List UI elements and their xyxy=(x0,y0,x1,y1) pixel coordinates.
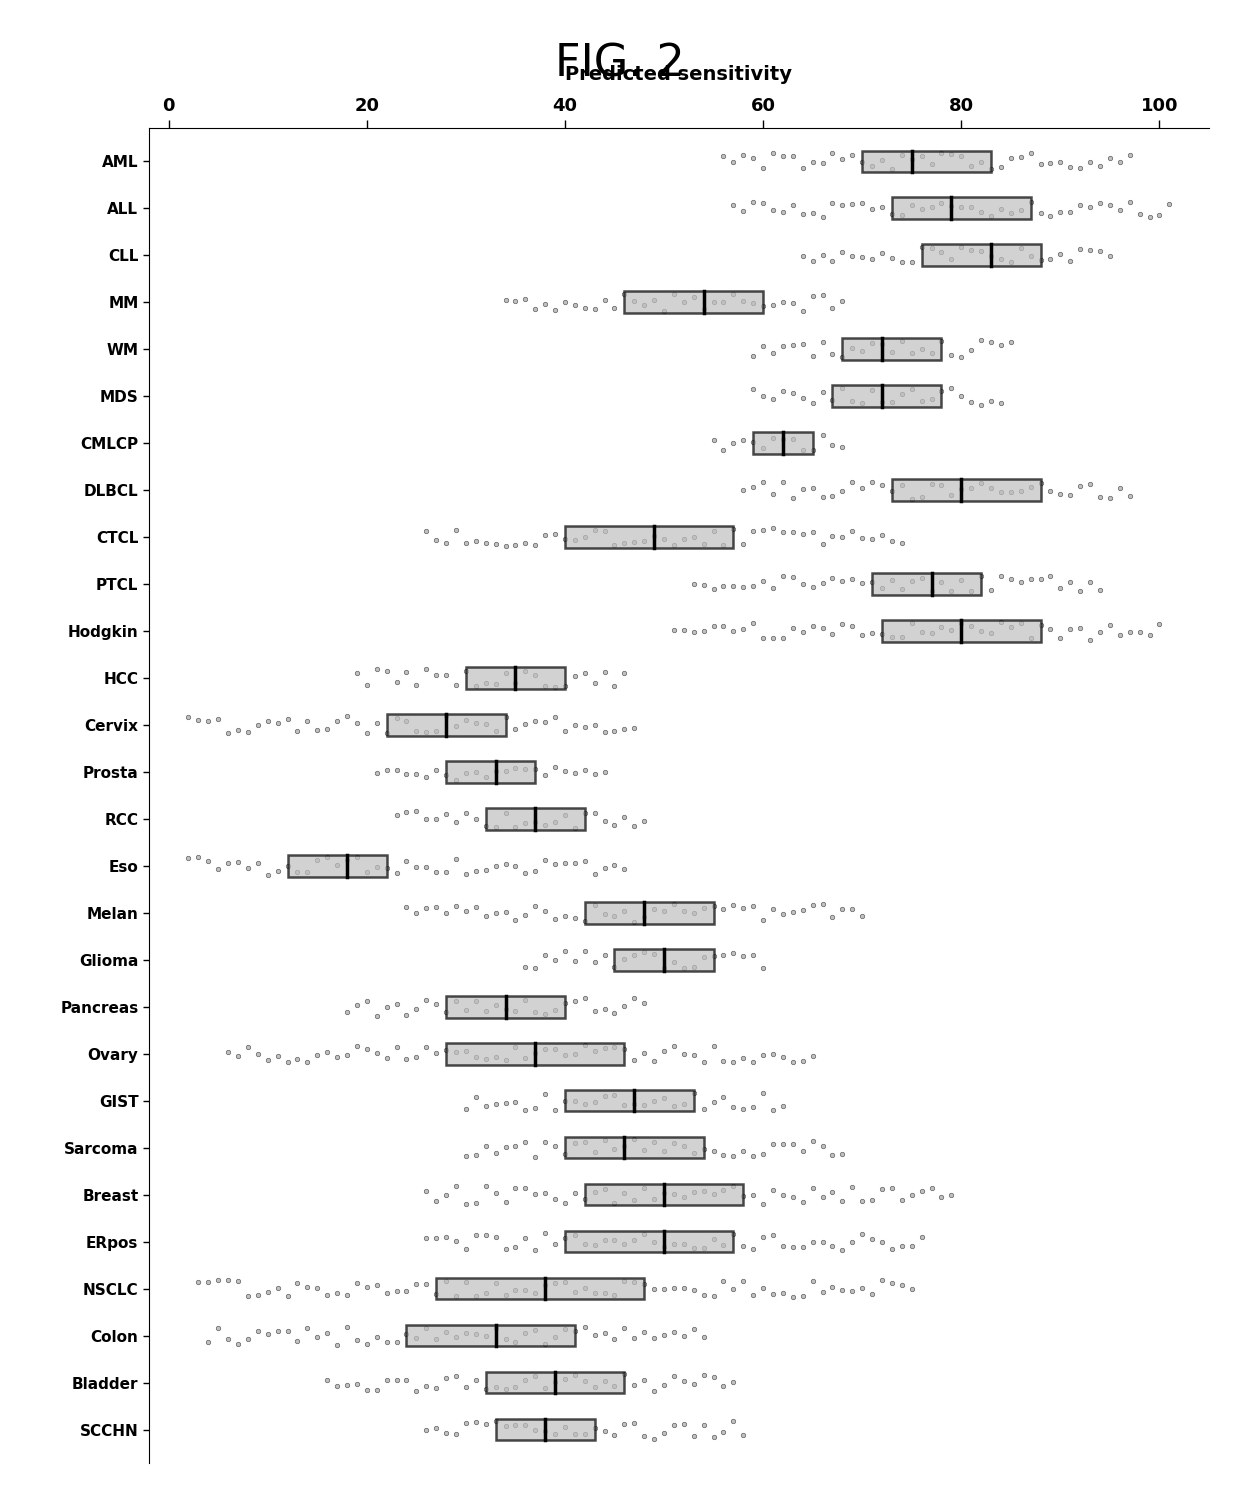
FancyBboxPatch shape xyxy=(565,1090,693,1111)
FancyBboxPatch shape xyxy=(753,433,812,454)
FancyBboxPatch shape xyxy=(585,902,713,923)
FancyBboxPatch shape xyxy=(486,1372,625,1393)
FancyBboxPatch shape xyxy=(436,1279,645,1300)
FancyBboxPatch shape xyxy=(892,198,1030,219)
FancyBboxPatch shape xyxy=(921,244,1040,265)
FancyBboxPatch shape xyxy=(625,291,763,312)
FancyBboxPatch shape xyxy=(407,1326,575,1347)
FancyBboxPatch shape xyxy=(565,526,733,547)
FancyBboxPatch shape xyxy=(466,668,565,689)
X-axis label: Predicted sensitivity: Predicted sensitivity xyxy=(565,65,792,84)
FancyBboxPatch shape xyxy=(446,997,565,1018)
FancyBboxPatch shape xyxy=(288,855,387,876)
FancyBboxPatch shape xyxy=(387,715,506,736)
FancyBboxPatch shape xyxy=(892,480,1040,501)
FancyBboxPatch shape xyxy=(446,1044,625,1065)
Text: FIG. 2: FIG. 2 xyxy=(556,42,684,86)
FancyBboxPatch shape xyxy=(585,1184,743,1205)
FancyBboxPatch shape xyxy=(882,620,1040,641)
FancyBboxPatch shape xyxy=(496,1419,595,1440)
FancyBboxPatch shape xyxy=(615,950,713,971)
FancyBboxPatch shape xyxy=(832,386,941,407)
FancyBboxPatch shape xyxy=(446,762,536,783)
FancyBboxPatch shape xyxy=(842,338,941,359)
FancyBboxPatch shape xyxy=(565,1232,733,1253)
FancyBboxPatch shape xyxy=(565,1137,703,1158)
FancyBboxPatch shape xyxy=(862,151,991,172)
FancyBboxPatch shape xyxy=(486,808,585,829)
FancyBboxPatch shape xyxy=(872,573,981,594)
